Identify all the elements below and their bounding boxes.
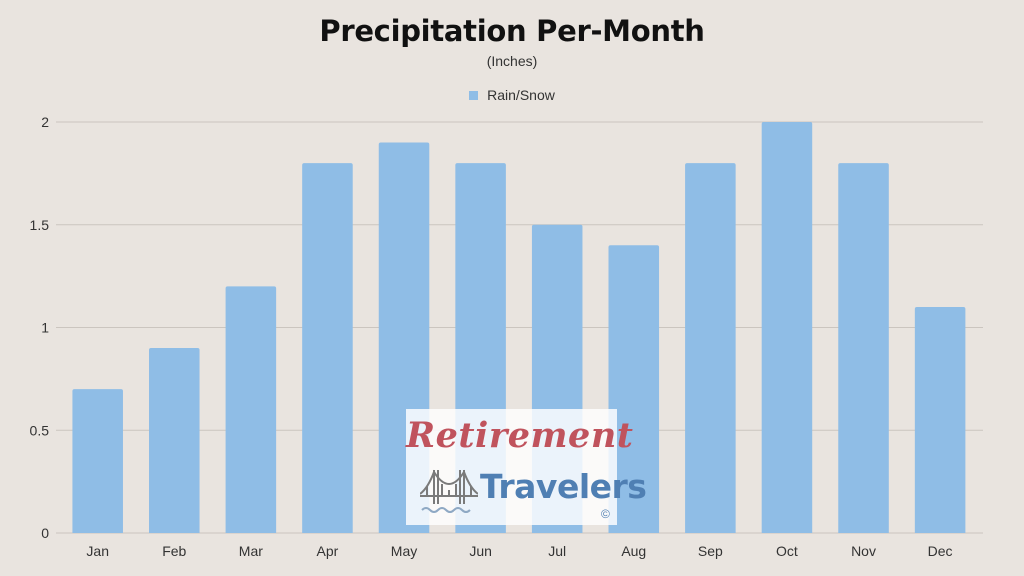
bar-sep — [685, 163, 736, 533]
x-tick-label-may: May — [391, 543, 417, 559]
watermark-copyright: © — [601, 507, 610, 521]
y-tick-label: 0.5 — [30, 422, 50, 438]
y-tick-label: 1 — [41, 320, 49, 336]
watermark-travelers: Travelers — [480, 467, 647, 506]
bar-jan — [72, 389, 123, 533]
bar-feb — [149, 348, 200, 533]
x-tick-label-nov: Nov — [851, 543, 876, 559]
x-tick-label-dec: Dec — [928, 543, 953, 559]
watermark-retirement: Retirement — [406, 415, 634, 456]
y-tick-label: 1.5 — [30, 217, 50, 233]
x-tick-label-feb: Feb — [162, 543, 186, 559]
legend: Rain/Snow — [0, 87, 1024, 103]
legend-label: Rain/Snow — [487, 87, 555, 103]
bars — [72, 122, 966, 534]
x-tick-label-apr: Apr — [317, 543, 339, 559]
x-tick-label-jan: Jan — [86, 543, 109, 559]
x-axis-ticks: Jan Feb Mar Apr May Jun Jul Aug Sep Oct Nov Dec — [86, 543, 952, 559]
gridlines — [56, 121, 983, 534]
bridge-icon — [420, 469, 478, 513]
bar-aug — [608, 245, 660, 534]
x-tick-label-jun: Jun — [469, 543, 492, 559]
x-tick-label-mar: Mar — [239, 543, 263, 559]
chart-title: Precipitation Per-Month — [319, 14, 705, 48]
legend-swatch — [469, 90, 479, 100]
bar-apr — [302, 163, 353, 533]
bar-nov — [838, 163, 889, 533]
x-tick-label-oct: Oct — [776, 543, 798, 559]
x-tick-label-jul: Jul — [548, 543, 566, 559]
bar-dec — [914, 306, 966, 533]
x-tick-label-aug: Aug — [621, 543, 646, 559]
bar-oct — [761, 122, 813, 533]
chart-subtitle: (Inches) — [486, 53, 538, 69]
y-axis-ticks: 0 0.5 1 1.5 2 — [30, 114, 50, 541]
bar-mar — [225, 286, 277, 533]
y-tick-label: 2 — [41, 114, 49, 130]
x-tick-label-sep: Sep — [698, 543, 723, 559]
y-tick-label: 0 — [41, 525, 49, 541]
watermark-logo: Retirement Travelers © — [406, 409, 647, 525]
